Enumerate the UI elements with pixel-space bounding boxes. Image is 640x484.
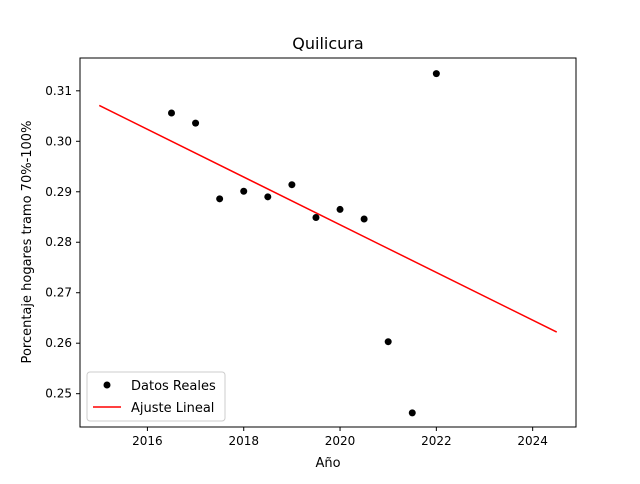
- y-tick-label: 0.28: [45, 235, 72, 249]
- data-point: [384, 338, 392, 346]
- x-axis: 2016 2018 2020 2022 2024: [132, 427, 548, 448]
- data-point: [360, 215, 368, 223]
- y-tick-label: 0.25: [45, 387, 72, 401]
- data-point: [312, 214, 320, 222]
- legend-marker-datos-reales: [103, 381, 111, 389]
- x-tick-label: 2024: [517, 434, 548, 448]
- plot-marks: [98, 70, 558, 417]
- x-tick-label: 2016: [132, 434, 163, 448]
- data-point: [288, 181, 296, 189]
- x-tick-label: 2018: [228, 434, 259, 448]
- y-tick-label: 0.26: [45, 336, 72, 350]
- data-point: [167, 109, 175, 117]
- x-axis-label: Año: [315, 456, 340, 471]
- data-point: [264, 193, 272, 201]
- y-tick-label: 0.31: [45, 84, 72, 98]
- y-tick-label: 0.30: [45, 134, 72, 148]
- y-tick-label: 0.29: [45, 185, 72, 199]
- data-point: [240, 187, 248, 195]
- data-point: [432, 70, 440, 78]
- x-tick-label: 2020: [325, 434, 356, 448]
- chart-title: Quilicura: [292, 34, 363, 53]
- legend-box: [86, 371, 226, 422]
- legend-label-ajuste-lineal: Ajuste Lineal: [131, 401, 214, 416]
- legend: Datos Reales Ajuste Lineal: [86, 371, 226, 422]
- fit-line: [98, 104, 558, 333]
- data-point: [192, 119, 200, 127]
- x-tick-label: 2022: [421, 434, 452, 448]
- data-point: [336, 205, 344, 213]
- data-point: [216, 195, 224, 203]
- y-tick-label: 0.27: [45, 286, 72, 300]
- legend-label-datos-reales: Datos Reales: [131, 379, 216, 394]
- y-axis: 0.25 0.26 0.27 0.28 0.29 0.30 0.31: [45, 84, 80, 401]
- y-axis-label: Porcentaje hogares tramo 70%-100%: [20, 121, 35, 364]
- data-point: [408, 409, 416, 417]
